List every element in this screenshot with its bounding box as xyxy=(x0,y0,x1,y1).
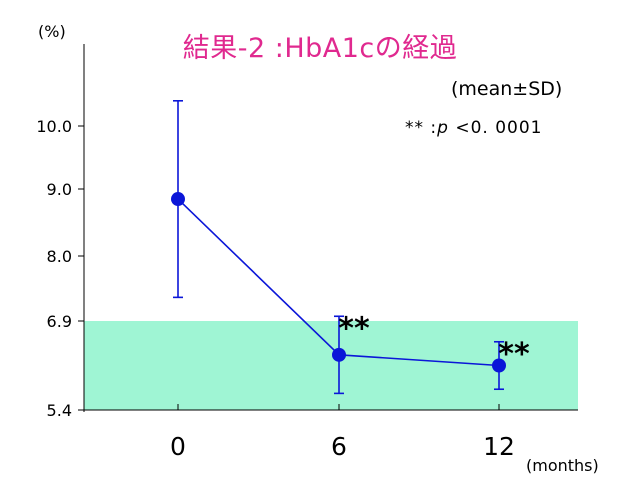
p-legend-stars: ** xyxy=(405,118,424,138)
x-tick-label: 12 xyxy=(483,432,515,461)
p-legend-colon: : xyxy=(430,118,438,138)
chart-title: 結果-2 :HbA1cの経過 xyxy=(182,33,458,64)
data-point-1 xyxy=(332,347,346,362)
p-legend-letter: p xyxy=(437,118,449,138)
y-tick-label: 8.0 xyxy=(47,247,72,266)
x-axis-unit: (months) xyxy=(526,456,599,475)
p-legend-value: <0. 0001 xyxy=(455,118,543,138)
significance-marker-2: ** xyxy=(498,337,530,372)
data-point-0 xyxy=(171,192,185,207)
y-tick-label: 6.9 xyxy=(47,312,72,331)
x-tick-label: 6 xyxy=(331,432,347,461)
significance-marker-1: ** xyxy=(338,311,370,346)
data-point-2 xyxy=(492,358,506,373)
p-value-legend: ** :p <0. 0001 xyxy=(405,118,542,138)
y-tick-label: 5.4 xyxy=(47,401,72,420)
y-tick-label: 9.0 xyxy=(47,180,72,199)
x-tick-label: 0 xyxy=(170,432,186,461)
stat-legend: (mean±SD) xyxy=(451,78,563,100)
y-axis-unit: (%) xyxy=(38,22,66,41)
y-tick-label: 10.0 xyxy=(36,117,72,136)
